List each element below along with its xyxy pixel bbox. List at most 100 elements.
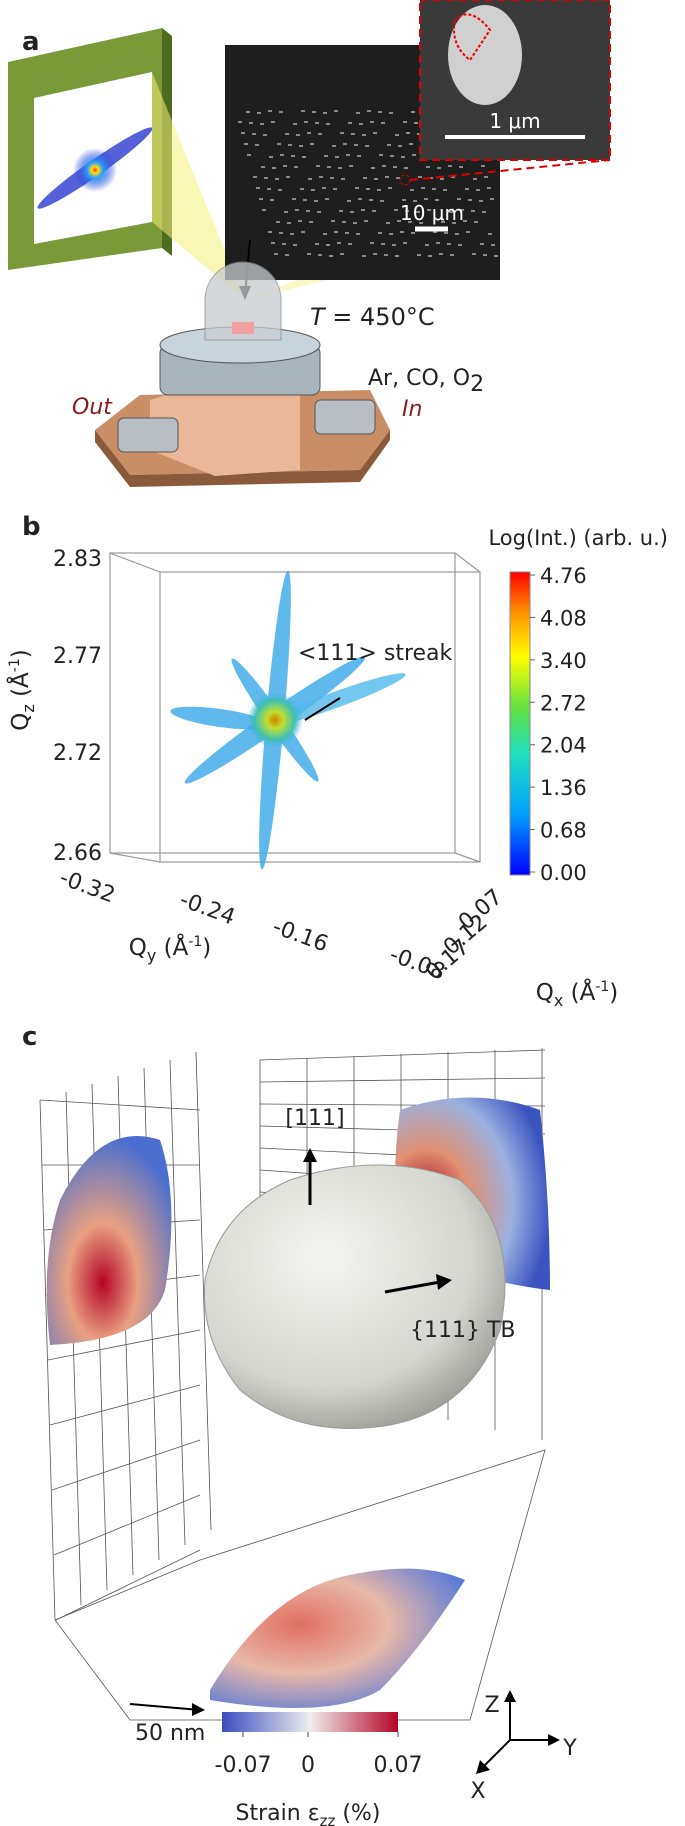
axis-symbol: Q <box>536 980 554 1006</box>
sem-particle <box>342 221 346 223</box>
axis-unit: (Å <box>156 933 188 961</box>
sem-particle <box>396 177 400 179</box>
dome <box>204 261 282 341</box>
sem-particle <box>400 231 404 233</box>
sem-particle <box>412 154 416 156</box>
sem-particle <box>253 176 257 178</box>
sem-particle <box>272 167 276 169</box>
projection <box>210 1568 465 1708</box>
peak <box>247 692 303 748</box>
sem-particle <box>487 187 491 189</box>
sem-particle <box>379 154 383 156</box>
sem-particle <box>263 134 267 136</box>
sem-particle <box>256 187 260 189</box>
panel-label: b <box>22 512 41 542</box>
sem-particle <box>482 211 486 213</box>
sem-particle <box>300 188 304 190</box>
sem-particle <box>307 132 311 134</box>
sem-particle <box>484 176 488 178</box>
sem-particle <box>404 167 408 169</box>
sem-particle <box>288 144 292 146</box>
sem-particle <box>285 133 289 135</box>
sem-particle <box>435 199 439 201</box>
sem-particle <box>303 199 307 201</box>
sem-particle <box>392 244 396 246</box>
sem-particle <box>455 233 459 235</box>
sem-particle <box>353 222 357 224</box>
axis-label: Z <box>484 1693 499 1718</box>
sem-particle <box>393 166 397 168</box>
sem-particle <box>238 121 242 123</box>
temperature: T = 450°C <box>310 303 435 331</box>
sem-particle <box>282 243 286 245</box>
diffraction-pattern <box>170 570 406 870</box>
axis-symbol: Q <box>129 935 147 961</box>
axis-title: Qx (Å-1) <box>536 978 619 1010</box>
scale-label: 10 μm <box>400 201 464 225</box>
twin-boundary-label: {111} TB <box>410 1318 516 1343</box>
sem-particle <box>269 156 273 158</box>
sem-particle <box>291 155 295 157</box>
nanoparticle <box>203 1164 506 1429</box>
sem-particle <box>416 211 420 213</box>
sem-particle <box>286 176 290 178</box>
sem-particle <box>279 232 283 234</box>
sem-particle <box>490 198 494 200</box>
sem-particle <box>494 255 498 257</box>
sem-particle <box>473 178 477 180</box>
arrow <box>384 1280 441 1294</box>
sem-particle <box>315 122 319 124</box>
sem-particle <box>301 231 305 233</box>
sem-particle <box>387 144 391 146</box>
grid-line <box>195 1051 212 1531</box>
grid-line <box>51 1439 201 1491</box>
sem-particle <box>381 243 385 245</box>
sem-particle <box>367 110 371 112</box>
sem-particle <box>343 143 347 145</box>
panel-label: a <box>22 27 40 57</box>
sem-particle <box>382 165 386 167</box>
sem-particle <box>372 210 376 212</box>
colorbar-title-unit: (%) <box>335 1801 380 1826</box>
sem-particle <box>370 121 374 123</box>
sem-particle <box>348 243 352 245</box>
tick-label: 2.66 <box>53 841 102 866</box>
sem-particle <box>355 187 359 189</box>
sem-particle <box>249 122 253 124</box>
axis-close: ) <box>609 980 618 1006</box>
sem-particle <box>287 222 291 224</box>
gas-fitting <box>314 399 376 435</box>
detector-peak <box>73 148 117 192</box>
sem-particle <box>327 166 331 168</box>
sem-particle <box>481 165 485 167</box>
sem-particle <box>373 132 377 134</box>
sem-particle <box>378 232 382 234</box>
colorbar-tick-label: 0.07 <box>374 1753 423 1778</box>
sem-particle <box>295 209 299 211</box>
axis-label: X <box>470 1779 485 1804</box>
sem-particle <box>491 244 495 246</box>
sem-particle <box>302 156 306 158</box>
gases: Ar, CO, O2 <box>368 366 484 397</box>
sem-particle <box>437 167 441 169</box>
grid-line <box>54 1449 546 1721</box>
sem-particle <box>427 209 431 211</box>
projection <box>46 1136 172 1345</box>
colorbar-tick-label: 0 <box>301 1753 315 1778</box>
tick-label: -0.16 <box>269 914 331 957</box>
sem-particle <box>388 187 392 189</box>
sem-particle <box>312 111 316 113</box>
axis-title: Qz (Å-1) <box>6 649 38 731</box>
sem-particle <box>241 132 245 134</box>
panel-label: c <box>22 1022 37 1052</box>
sem-particle <box>428 255 432 257</box>
sem-particle <box>366 188 370 190</box>
axis-unit: (Å <box>563 978 595 1006</box>
sem-particle <box>299 145 303 147</box>
axis-symbol: Q <box>8 713 34 731</box>
sem-particle <box>308 178 312 180</box>
colorbar-title-text: Strain ε <box>236 1801 320 1826</box>
sem-particle <box>371 167 375 169</box>
sem-particle <box>409 143 413 145</box>
